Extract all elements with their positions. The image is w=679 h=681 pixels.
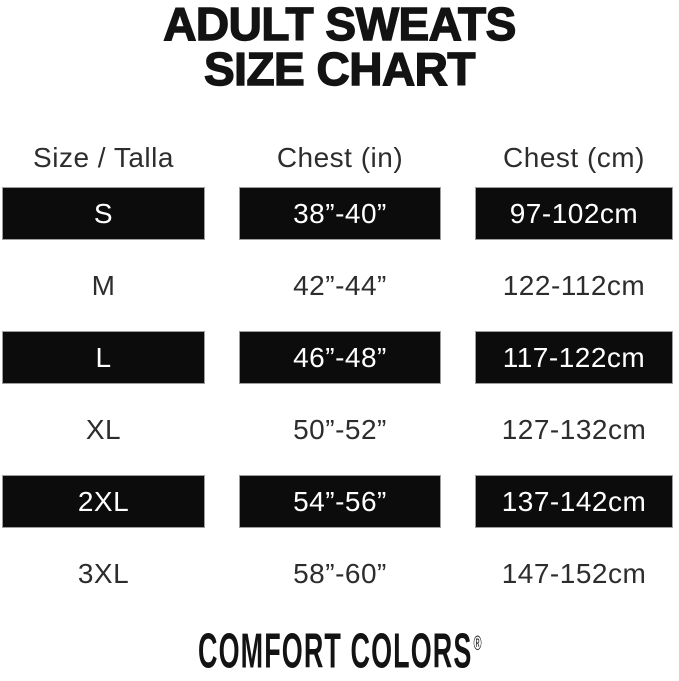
page-title: ADULT SWEATS SIZE CHART [0,0,679,95]
column-header-size: Size / Talla [33,141,174,173]
chest-cm-cell: 122-112cm [502,269,646,301]
size-cell: M [91,269,116,301]
column-header-chest-in: Chest (in) [276,141,404,173]
table-row: 2XL 54”-56” 137-142cm [2,475,677,528]
table-row: M 42”-44” 122-112cm [2,259,677,312]
chest-cm-cell: 147-152cm [501,557,647,589]
page-title-line2: SIZE CHART [203,43,476,95]
chest-in-cell: 46”-48” [239,331,441,384]
chest-cm-cell: 127-132cm [501,413,647,445]
chest-in-cell: 50”-52” [293,413,387,445]
chest-in-cell: 42”-44” [293,269,387,301]
chest-in-cell: 38”-40” [239,187,441,240]
table-header-row: Size / Talla Chest (in) Chest (cm) [2,141,677,174]
size-cell: S [2,187,205,240]
size-cell: 2XL [2,475,205,528]
size-cell: XL [85,413,122,445]
table-row: S 38”-40” 97-102cm [2,187,677,240]
chest-cm-cell: 137-142cm [475,475,673,528]
registered-trademark-icon: ® [473,633,482,655]
table-row: L 46”-48” 117-122cm [2,331,677,384]
table-row: 3XL 58”-60” 147-152cm [2,547,677,600]
brand-logo-text: COMFORT COLORS® [197,620,482,679]
size-cell: 3XL [77,557,130,589]
table-row: XL 50”-52” 127-132cm [2,403,677,456]
brand-name: COMFORT COLORS [197,624,473,679]
brand-logo: COMFORT COLORS® [0,620,679,679]
chest-in-cell: 54”-56” [239,475,441,528]
size-table: Size / Talla Chest (in) Chest (cm) S 38”… [2,141,677,619]
size-cell: L [2,331,205,384]
chest-cm-cell: 97-102cm [475,187,673,240]
chest-in-cell: 58”-60” [293,557,387,589]
column-header-chest-cm: Chest (cm) [503,141,645,173]
page-title-line1: ADULT SWEATS [163,0,517,50]
chest-cm-cell: 117-122cm [475,331,673,384]
